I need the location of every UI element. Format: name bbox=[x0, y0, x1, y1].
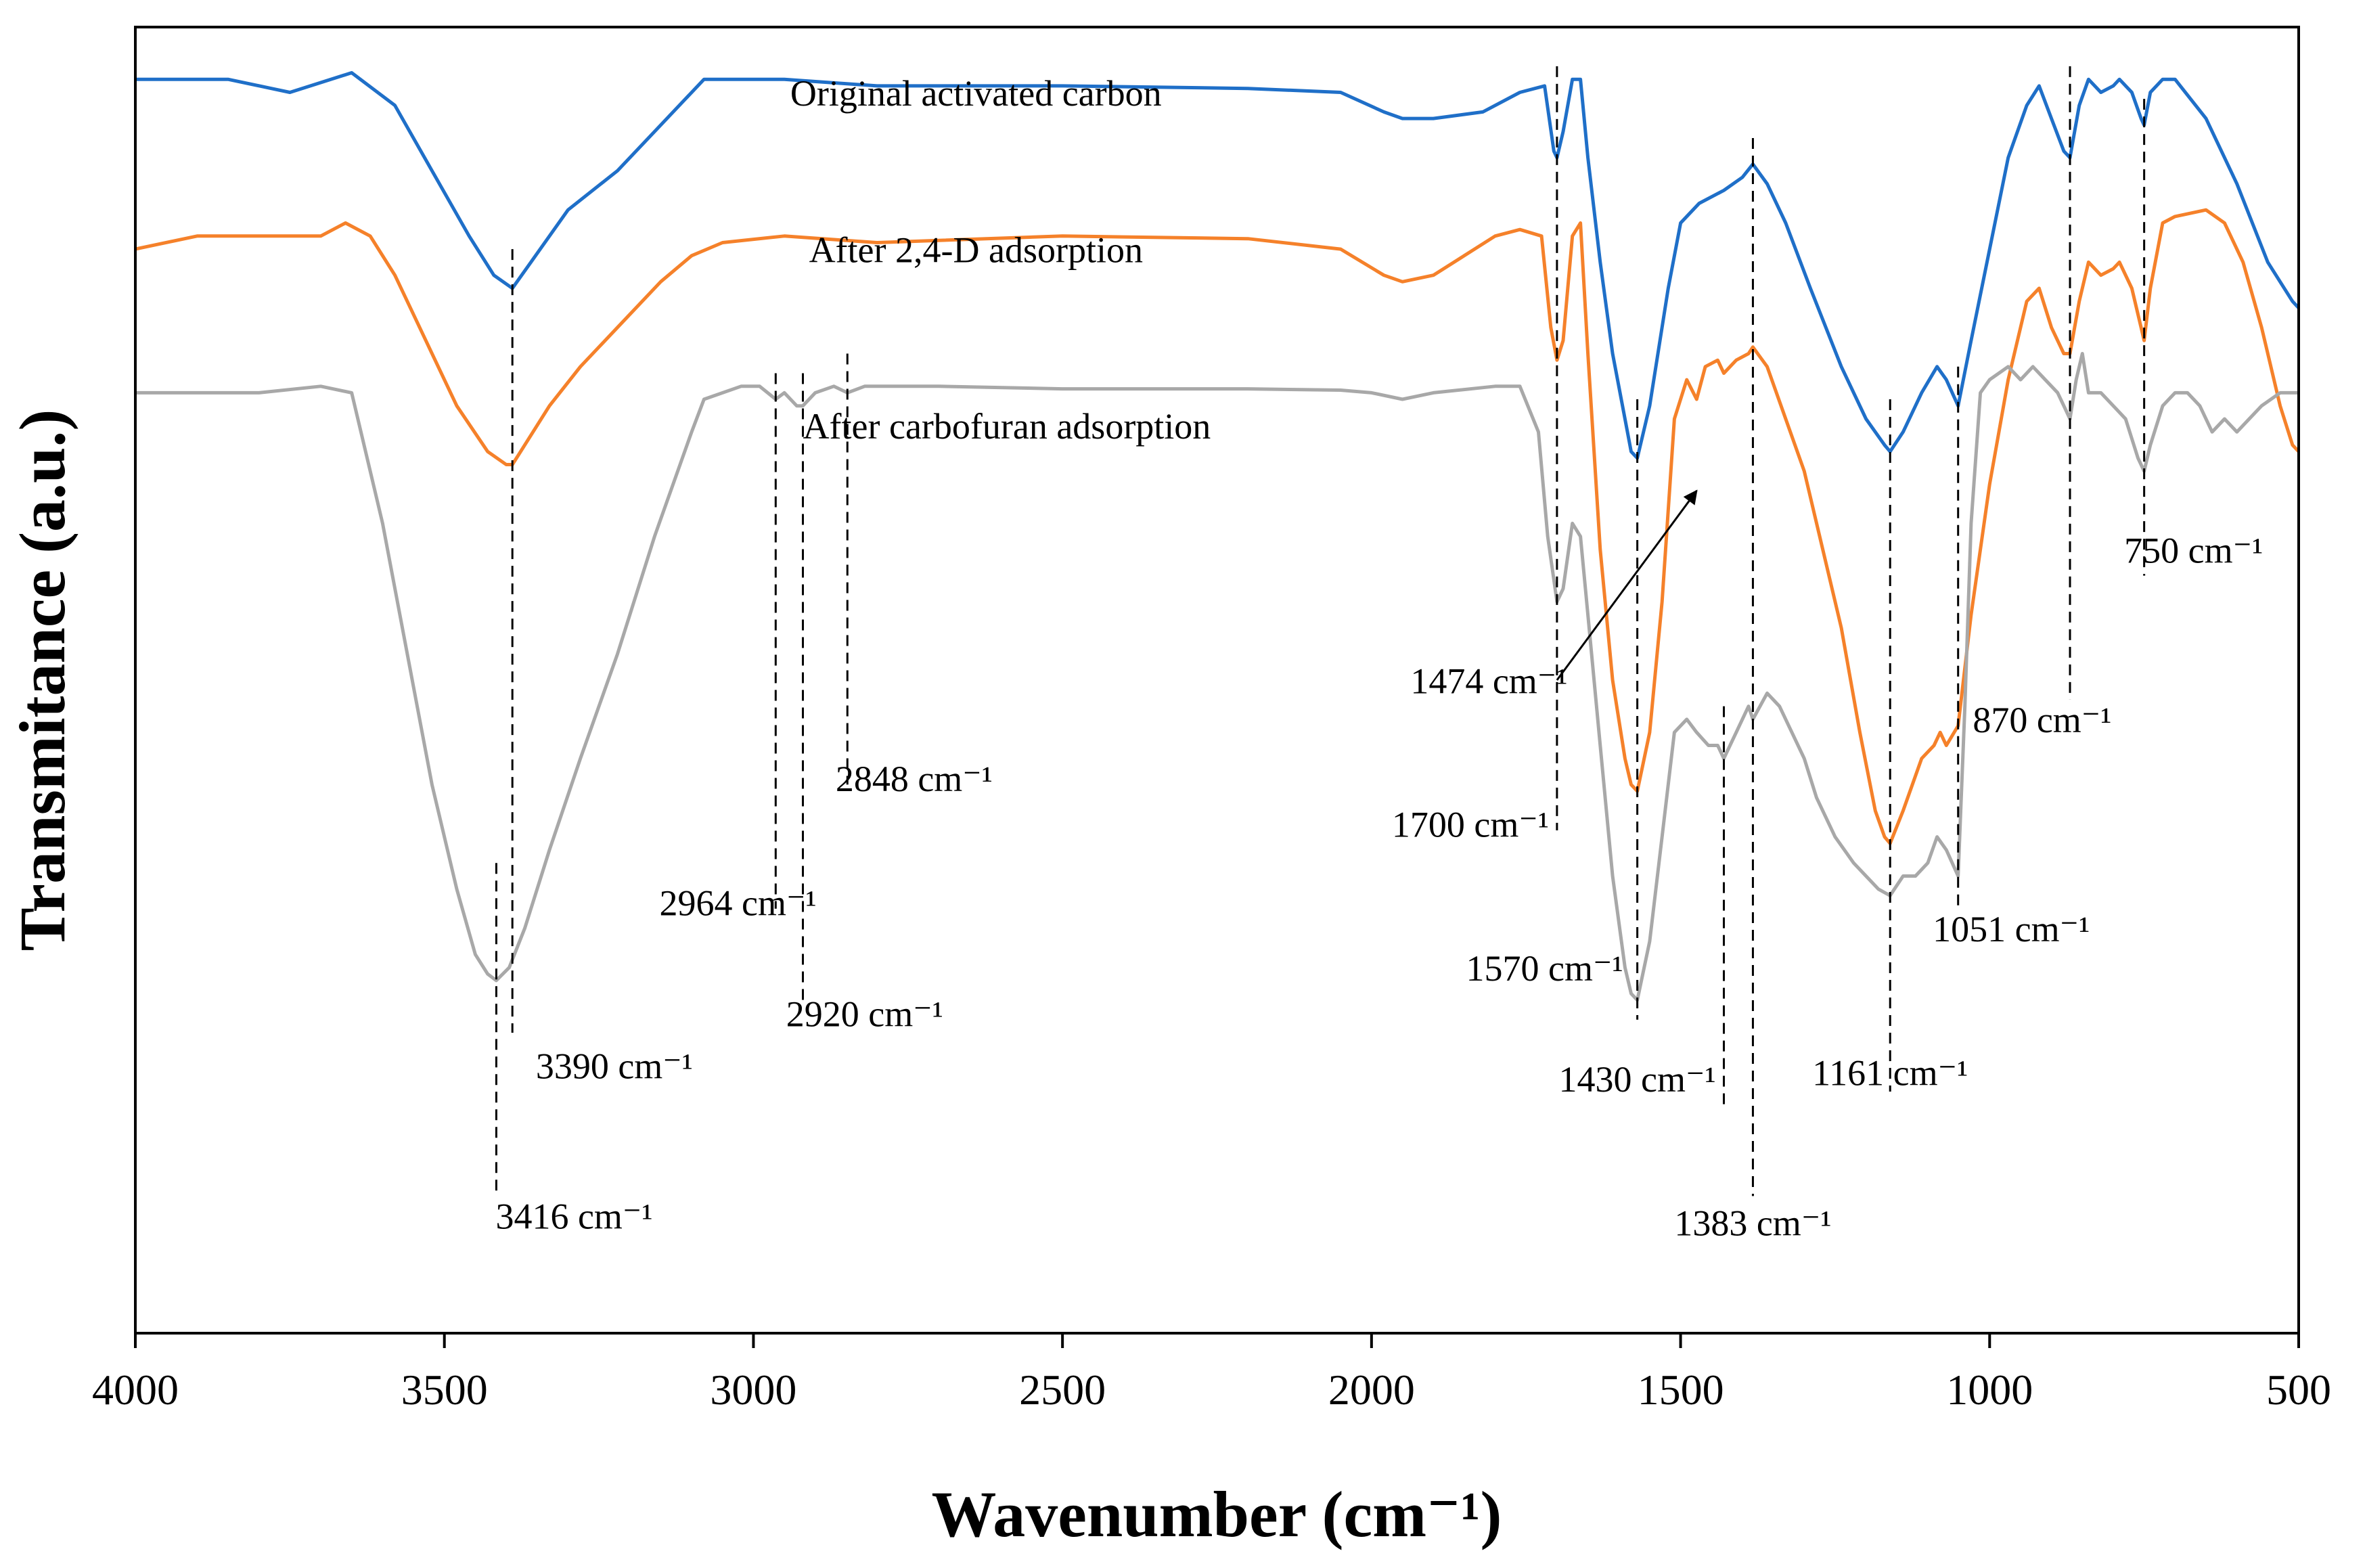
peak-label: 2848 cm⁻¹ bbox=[836, 759, 993, 799]
peak-label: 2964 cm⁻¹ bbox=[660, 882, 817, 923]
x-tick-label: 500 bbox=[2266, 1366, 2331, 1414]
series-label-3: After carbofuran adsorption bbox=[803, 406, 1211, 447]
x-tick-label: 3000 bbox=[710, 1366, 796, 1414]
peak-arrow bbox=[1556, 489, 1698, 681]
peak-label: 870 cm⁻¹ bbox=[1973, 700, 2111, 740]
peak-label: 1430 cm⁻¹ bbox=[1559, 1059, 1716, 1100]
y-axis-title: Transmitance (a.u.) bbox=[6, 409, 78, 951]
peak-label: 750 cm⁻¹ bbox=[2124, 530, 2263, 570]
series-line-1 bbox=[135, 71, 2300, 460]
peak-label: 1051 cm⁻¹ bbox=[1933, 909, 2090, 949]
x-tick-label: 2500 bbox=[1019, 1366, 1106, 1414]
x-tick-label: 1500 bbox=[1638, 1366, 1724, 1414]
plot-area-frame bbox=[134, 26, 2300, 1335]
series-label-2: After 2,4-D adsorption bbox=[809, 229, 1143, 270]
x-tick-label: 1000 bbox=[1946, 1366, 2033, 1414]
peak-label: 1570 cm⁻¹ bbox=[1466, 948, 1623, 989]
peak-arrow-label: 1474 cm⁻¹ bbox=[1410, 660, 1567, 701]
x-axis-title: Wavenumber (cm⁻¹) bbox=[932, 1478, 1502, 1550]
peak-label: 3390 cm⁻¹ bbox=[536, 1046, 693, 1087]
peak-label: 3416 cm⁻¹ bbox=[495, 1196, 652, 1237]
x-tick-label: 4000 bbox=[92, 1366, 179, 1414]
x-tick-label: 2000 bbox=[1328, 1366, 1415, 1414]
x-tick-label: 3500 bbox=[401, 1366, 488, 1414]
peak-label: 2920 cm⁻¹ bbox=[786, 993, 943, 1034]
peak-label: 1383 cm⁻¹ bbox=[1674, 1203, 1831, 1243]
series-line-3 bbox=[135, 352, 2299, 1002]
series-line-2 bbox=[135, 208, 2300, 845]
series-label-1: Original activated carbon bbox=[790, 73, 1162, 114]
peak-label: 1161 cm⁻¹ bbox=[1812, 1052, 1968, 1093]
peak-label: 1700 cm⁻¹ bbox=[1392, 805, 1549, 845]
